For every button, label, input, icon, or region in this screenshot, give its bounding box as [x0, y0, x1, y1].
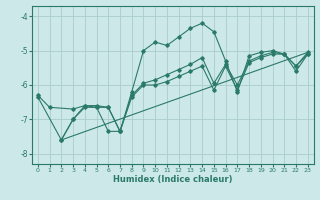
X-axis label: Humidex (Indice chaleur): Humidex (Indice chaleur) — [113, 175, 233, 184]
